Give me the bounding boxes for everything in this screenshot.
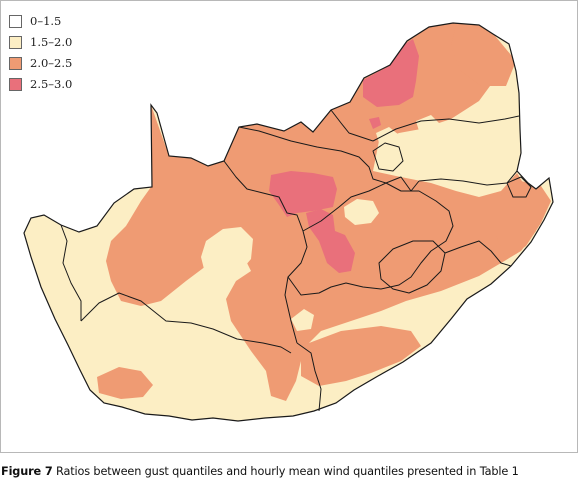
figure-label: Figure 7 (1, 465, 53, 478)
legend-label: 0–1.5 (30, 14, 62, 28)
map-legend: 0–1.5 1.5–2.0 2.0–2.5 2.5–3.0 (9, 11, 119, 95)
legend-swatch (9, 35, 22, 49)
legend-item-2.0-2.5: 2.0–2.5 (9, 53, 119, 73)
legend-swatch (9, 14, 22, 28)
figure-panel: 0–1.5 1.5–2.0 2.0–2.5 2.5–3.0 (0, 0, 578, 453)
legend-item-1.5-2.0: 1.5–2.0 (9, 32, 119, 52)
legend-item-0-1.5: 0–1.5 (9, 11, 119, 31)
ratio-zones (97, 23, 551, 401)
figure-caption: Figure 7 Ratios between gust quantiles a… (1, 465, 579, 478)
legend-label: 2.5–3.0 (30, 77, 73, 91)
legend-label: 2.0–2.5 (30, 56, 73, 70)
south-africa-map (23, 22, 554, 422)
legend-label: 1.5–2.0 (30, 35, 73, 49)
legend-swatch (9, 77, 22, 91)
legend-item-2.5-3.0: 2.5–3.0 (9, 74, 119, 94)
zones-1.5-2.0-pockets (201, 115, 516, 331)
caption-text: Ratios between gust quantiles and hourly… (52, 465, 519, 478)
province-borders (60, 109, 532, 412)
zones-2.5-3.0 (269, 39, 419, 273)
legend-swatch (9, 56, 22, 70)
